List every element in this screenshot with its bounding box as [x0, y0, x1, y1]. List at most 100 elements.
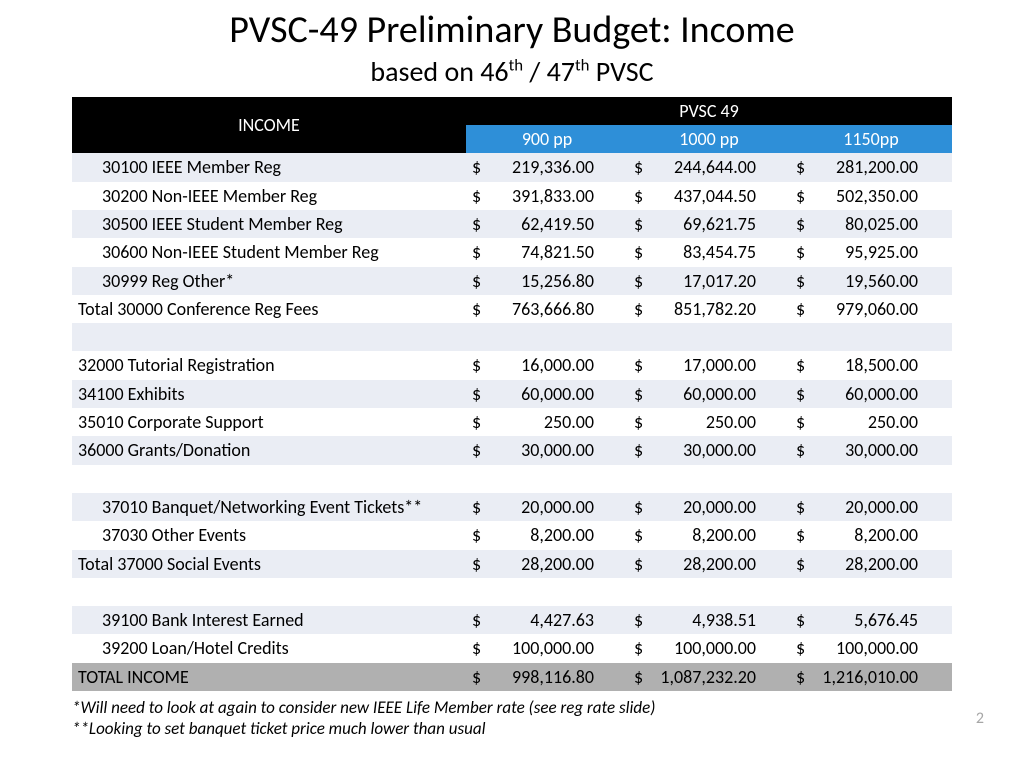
money-cell: $20,000.00	[466, 493, 628, 521]
row-label	[72, 323, 466, 351]
total-cell: $1,216,010.00	[790, 663, 952, 691]
row-label: 35010 Corporate Support	[72, 408, 466, 436]
table-row	[72, 578, 952, 606]
money-cell: $250.00	[790, 408, 952, 436]
total-cell: $998,116.80	[466, 663, 628, 691]
row-label: Total 37000 Social Events	[72, 550, 466, 578]
money-cell: $60,000.00	[790, 380, 952, 408]
footnote-2: **Looking to set banquet ticket price mu…	[72, 718, 952, 739]
row-label	[72, 578, 466, 606]
table-row: 30200 Non-IEEE Member Reg$391,833.00$437…	[72, 182, 952, 210]
money-cell: $60,000.00	[466, 380, 628, 408]
money-cell: $244,644.00	[628, 153, 790, 181]
total-cell: $1,087,232.20	[628, 663, 790, 691]
table-row: 34100 Exhibits$60,000.00$60,000.00$60,00…	[72, 380, 952, 408]
money-cell: $17,017.20	[628, 267, 790, 295]
money-cell: $30,000.00	[466, 436, 628, 464]
money-cell	[790, 323, 952, 351]
money-cell: $30,000.00	[790, 436, 952, 464]
footnote-1: *Will need to look at again to consider …	[72, 697, 952, 718]
page-number: 2	[976, 709, 984, 728]
table-row: 37030 Other Events$8,200.00$8,200.00$8,2…	[72, 521, 952, 549]
money-cell: $18,500.00	[790, 351, 952, 379]
money-cell: $30,000.00	[628, 436, 790, 464]
money-cell: $250.00	[466, 408, 628, 436]
table-row	[72, 465, 952, 493]
money-cell: $28,200.00	[466, 550, 628, 578]
money-cell: $250.00	[628, 408, 790, 436]
money-cell: $17,000.00	[628, 351, 790, 379]
money-cell: $851,782.20	[628, 295, 790, 323]
money-cell: $80,025.00	[790, 210, 952, 238]
money-cell: $5,676.45	[790, 606, 952, 634]
money-cell: $8,200.00	[628, 521, 790, 549]
money-cell: $100,000.00	[790, 634, 952, 662]
table-row: Total 30000 Conference Reg Fees$763,666.…	[72, 295, 952, 323]
money-cell: $8,200.00	[790, 521, 952, 549]
row-label: 30100 IEEE Member Reg	[72, 153, 466, 181]
table-row	[72, 323, 952, 351]
header-group: PVSC 49	[466, 97, 952, 125]
table-row: 39200 Loan/Hotel Credits$100,000.00$100,…	[72, 634, 952, 662]
total-row: TOTAL INCOME $998,116.80 $1,087,232.20 $…	[72, 663, 952, 691]
table-row: 39100 Bank Interest Earned$4,427.63$4,93…	[72, 606, 952, 634]
table-header-row-1: INCOME PVSC 49	[72, 97, 952, 125]
header-col-2: 1000 pp	[628, 125, 790, 153]
money-cell: $979,060.00	[790, 295, 952, 323]
money-cell: $219,336.00	[466, 153, 628, 181]
money-cell: $69,621.75	[628, 210, 790, 238]
money-cell: $8,200.00	[466, 521, 628, 549]
money-cell: $100,000.00	[466, 634, 628, 662]
table-row: Total 37000 Social Events$28,200.00$28,2…	[72, 550, 952, 578]
budget-table: INCOME PVSC 49 900 pp 1000 pp 1150pp 301…	[72, 97, 952, 691]
money-cell: $281,200.00	[790, 153, 952, 181]
row-label: 37030 Other Events	[72, 521, 466, 549]
row-label: 34100 Exhibits	[72, 380, 466, 408]
slide-subtitle: based on 46th / 47th PVSC	[40, 54, 984, 89]
money-cell	[790, 578, 952, 606]
money-cell: $15,256.80	[466, 267, 628, 295]
money-cell: $763,666.80	[466, 295, 628, 323]
money-cell: $74,821.50	[466, 238, 628, 266]
money-cell: $28,200.00	[628, 550, 790, 578]
total-label: TOTAL INCOME	[72, 663, 466, 691]
money-cell: $20,000.00	[628, 493, 790, 521]
money-cell	[628, 578, 790, 606]
money-cell: $502,350.00	[790, 182, 952, 210]
table-row: 30100 IEEE Member Reg$219,336.00$244,644…	[72, 153, 952, 181]
footnotes: *Will need to look at again to consider …	[72, 697, 952, 740]
header-col-3: 1150pp	[790, 125, 952, 153]
table-row: 30500 IEEE Student Member Reg$62,419.50$…	[72, 210, 952, 238]
money-cell: $95,925.00	[790, 238, 952, 266]
money-cell	[466, 465, 628, 493]
money-cell	[466, 578, 628, 606]
row-label: 39200 Loan/Hotel Credits	[72, 634, 466, 662]
row-label: 30999 Reg Other*	[72, 267, 466, 295]
money-cell	[628, 323, 790, 351]
money-cell: $62,419.50	[466, 210, 628, 238]
table-row: 30999 Reg Other*$15,256.80$17,017.20$19,…	[72, 267, 952, 295]
row-label: 36000 Grants/Donation	[72, 436, 466, 464]
money-cell: $60,000.00	[628, 380, 790, 408]
row-label: 30600 Non-IEEE Student Member Reg	[72, 238, 466, 266]
row-label: Total 30000 Conference Reg Fees	[72, 295, 466, 323]
slide: PVSC-49 Preliminary Budget: Income based…	[0, 0, 1024, 740]
money-cell: $16,000.00	[466, 351, 628, 379]
header-col-1: 900 pp	[466, 125, 628, 153]
row-label: 30500 IEEE Student Member Reg	[72, 210, 466, 238]
row-label: 32000 Tutorial Registration	[72, 351, 466, 379]
money-cell: $4,427.63	[466, 606, 628, 634]
money-cell: $19,560.00	[790, 267, 952, 295]
table-row: 30600 Non-IEEE Student Member Reg$74,821…	[72, 238, 952, 266]
money-cell	[466, 323, 628, 351]
money-cell: $28,200.00	[790, 550, 952, 578]
table-row: 37010 Banquet/Networking Event Tickets**…	[72, 493, 952, 521]
money-cell	[790, 465, 952, 493]
money-cell: $4,938.51	[628, 606, 790, 634]
money-cell	[628, 465, 790, 493]
money-cell: $20,000.00	[790, 493, 952, 521]
row-label: 30200 Non-IEEE Member Reg	[72, 182, 466, 210]
table-row: 36000 Grants/Donation$30,000.00$30,000.0…	[72, 436, 952, 464]
money-cell: $437,044.50	[628, 182, 790, 210]
money-cell: $83,454.75	[628, 238, 790, 266]
